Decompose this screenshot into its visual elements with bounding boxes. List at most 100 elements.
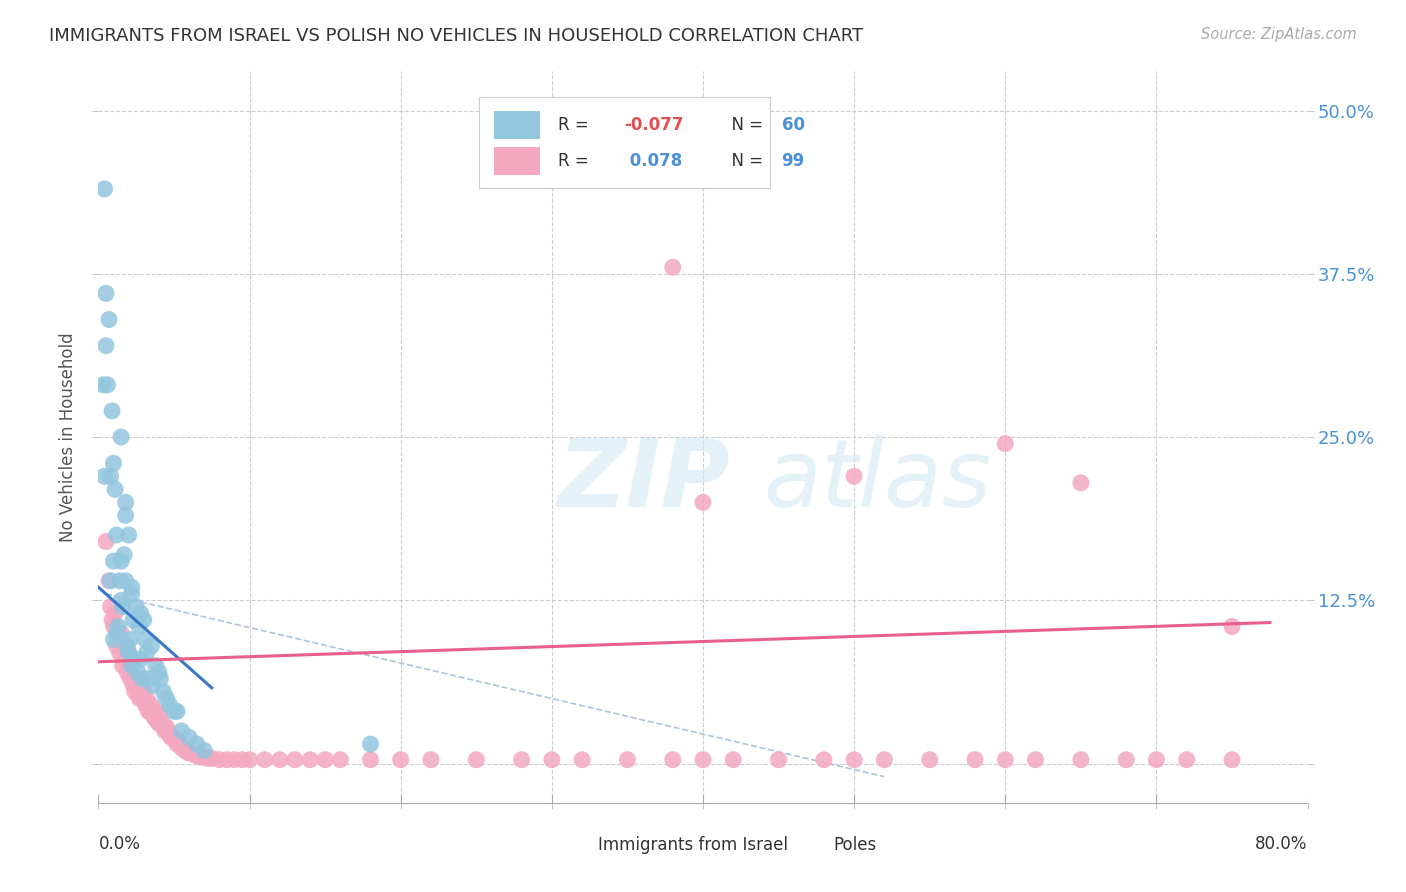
Point (93, 182, 115, 196)
Point (239, 753, 262, 767)
Point (994, 753, 1017, 767)
Point (269, 753, 291, 767)
Point (132, 685, 155, 699)
Point (124, 685, 146, 699)
Point (94, 534, 117, 549)
Text: Poles: Poles (834, 836, 877, 855)
Point (94, 286, 117, 301)
Point (994, 436, 1017, 450)
Point (155, 720, 177, 734)
FancyBboxPatch shape (479, 97, 769, 188)
Point (101, 613, 124, 627)
Point (1220, 619, 1243, 633)
Point (389, 753, 412, 767)
Point (329, 753, 352, 767)
Point (145, 658, 167, 673)
Point (121, 658, 143, 673)
Text: 80.0%: 80.0% (1256, 836, 1308, 854)
Point (110, 430, 132, 444)
Point (174, 743, 197, 757)
Point (156, 723, 179, 738)
Text: 99: 99 (782, 153, 804, 170)
Point (121, 580, 143, 594)
Point (193, 750, 215, 764)
Point (723, 753, 745, 767)
Point (965, 753, 987, 767)
Point (184, 747, 207, 762)
Point (152, 720, 174, 734)
Point (100, 574, 122, 588)
Point (98, 312, 121, 326)
Point (124, 652, 146, 666)
Point (139, 705, 162, 719)
Bar (546, 834, 588, 858)
Point (314, 753, 336, 767)
Point (1175, 753, 1198, 767)
Point (112, 548, 135, 562)
Point (125, 672, 148, 686)
Point (141, 698, 163, 712)
Point (146, 714, 169, 729)
Point (186, 748, 208, 763)
Point (93, 469, 115, 483)
Point (118, 528, 141, 542)
Point (231, 753, 253, 767)
Point (104, 483, 127, 497)
Point (360, 753, 382, 767)
Point (181, 746, 204, 760)
Text: atlas: atlas (763, 435, 991, 526)
Point (190, 750, 212, 764)
Point (143, 711, 166, 725)
Point (159, 728, 181, 742)
Point (179, 746, 201, 760)
Text: Immigrants from Israel: Immigrants from Israel (598, 836, 787, 855)
Point (110, 554, 132, 568)
Text: N =: N = (721, 153, 769, 170)
Point (571, 753, 593, 767)
Point (114, 495, 136, 509)
Point (135, 691, 157, 706)
Point (110, 626, 132, 640)
Point (103, 619, 125, 633)
Point (813, 753, 835, 767)
Point (100, 469, 122, 483)
Point (136, 672, 159, 686)
Point (170, 723, 193, 738)
Point (420, 753, 443, 767)
Point (122, 613, 145, 627)
Point (152, 685, 174, 699)
Point (873, 753, 896, 767)
Point (510, 753, 533, 767)
Point (132, 613, 155, 627)
Point (692, 753, 714, 767)
Bar (494, 147, 540, 175)
Point (121, 658, 143, 673)
Point (169, 737, 191, 751)
Point (844, 469, 866, 483)
Point (1144, 753, 1167, 767)
Point (465, 753, 488, 767)
Y-axis label: No Vehicles in Household: No Vehicles in Household (59, 332, 77, 542)
Point (96, 377, 118, 392)
Point (193, 743, 215, 757)
Text: R =: R = (558, 116, 593, 134)
Point (918, 753, 941, 767)
Point (150, 714, 173, 729)
Point (142, 706, 165, 721)
Point (195, 751, 218, 765)
Text: 60: 60 (782, 116, 804, 134)
Point (145, 705, 167, 719)
Point (128, 619, 150, 633)
Point (360, 737, 382, 751)
Point (110, 593, 132, 607)
Point (616, 753, 638, 767)
Text: ZIP: ZIP (558, 435, 731, 527)
Text: R =: R = (558, 153, 593, 170)
Point (103, 554, 125, 568)
Bar (494, 111, 540, 138)
Point (148, 706, 170, 721)
Point (149, 717, 172, 731)
Point (153, 723, 176, 738)
Text: N =: N = (721, 116, 769, 134)
Point (159, 698, 181, 712)
